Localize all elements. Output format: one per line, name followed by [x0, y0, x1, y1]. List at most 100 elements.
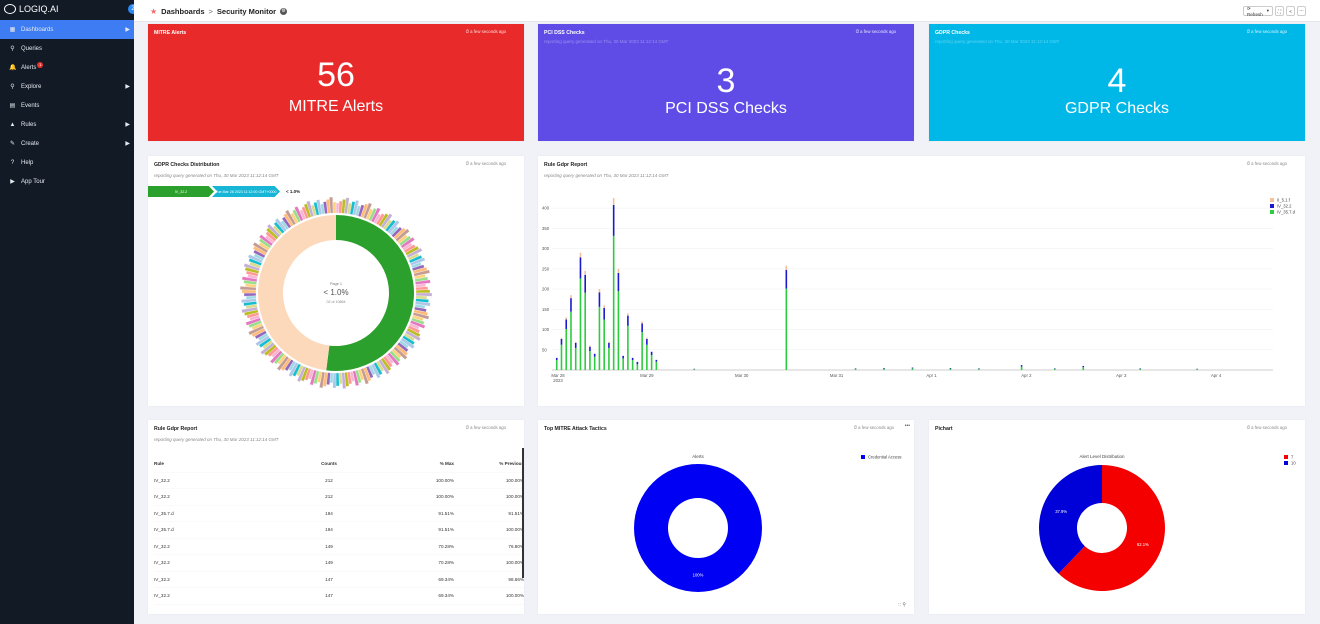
bar-segment-iv-35-7-d[interactable]: [555, 360, 558, 370]
bar-segment-iv-35-7-d[interactable]: [854, 368, 857, 370]
sunburst-outer-segment[interactable]: [335, 372, 340, 387]
bar-segment-iv-32-2[interactable]: [555, 357, 558, 361]
bar-segment-iv-35-7-d[interactable]: [570, 311, 572, 370]
legend-swatch[interactable]: [1284, 461, 1288, 465]
bar-segment-iv-32-2[interactable]: [565, 319, 568, 329]
sidebar-item-dashboards[interactable]: ▦ Dashboards ▶: [0, 20, 134, 39]
refresh-button[interactable]: ⟳ Refresh ▾: [1243, 6, 1273, 17]
bar-segment-ii-5-1-f[interactable]: [608, 341, 610, 343]
donut-chart-alert-level[interactable]: Alert Level Distribution 62.1% 37.9% 710: [929, 420, 1305, 614]
bar-segment-iv-35-7-d[interactable]: [612, 235, 615, 370]
bar-segment-iv-32-2[interactable]: [593, 353, 596, 357]
pie-slice[interactable]: [1039, 465, 1102, 574]
bar-segment-iv-32-2[interactable]: [589, 346, 591, 352]
logo[interactable]: LOGIQ.AI: [4, 4, 59, 14]
bar-segment-iv-32-2[interactable]: [911, 367, 914, 369]
bar-segment-iv-35-7-d[interactable]: [608, 347, 610, 370]
bar-segment-iv-35-7-d[interactable]: [617, 291, 620, 370]
bar-segment-iv-35-7-d[interactable]: [883, 368, 885, 370]
pie-slice[interactable]: [634, 464, 762, 592]
bar-segment-iv-35-7-d[interactable]: [631, 360, 634, 370]
bar-segment-ii-5-1-f[interactable]: [584, 270, 587, 275]
legend-label[interactable]: IV_32.2: [1277, 204, 1292, 209]
bar-segment-iv-35-7-d[interactable]: [560, 344, 563, 370]
bar-segment-ii-5-1-f[interactable]: [579, 252, 582, 258]
column-header[interactable]: Counts: [321, 461, 337, 467]
bar-segment-iv-32-2[interactable]: [579, 257, 582, 279]
share-button[interactable]: <: [1286, 6, 1295, 16]
bar-segment-iv-32-2[interactable]: [612, 204, 615, 236]
legend-swatch[interactable]: [1284, 455, 1288, 459]
bar-segment-iv-35-7-d[interactable]: [593, 356, 596, 370]
more-options-button[interactable]: ⋯: [1297, 6, 1306, 16]
bar-segment-ii-5-1-f[interactable]: [612, 198, 615, 205]
bar-segment-iv-32-2[interactable]: [655, 359, 658, 362]
bar-segment-iv-32-2[interactable]: [627, 315, 629, 326]
bar-segment-ii-5-1-f[interactable]: [574, 341, 577, 343]
column-header[interactable]: Rule: [154, 461, 164, 467]
sidebar-item-app-tour[interactable]: ▶ App Tour: [0, 172, 134, 191]
bar-segment-iv-32-2[interactable]: [650, 351, 653, 356]
bar-segment-iv-35-7-d[interactable]: [579, 278, 582, 370]
bar-segment-iv-35-7-d[interactable]: [949, 368, 952, 370]
sunburst-outer-segment[interactable]: [243, 292, 257, 297]
bar-segment-iv-35-7-d[interactable]: [785, 288, 788, 370]
bar-segment-iv-32-2[interactable]: [631, 357, 634, 361]
sunburst-outer-segment[interactable]: [335, 202, 340, 214]
sunburst-path-segment[interactable]: Tue Mar 28 2023 11:12:00 GMT+0000: [212, 186, 280, 197]
sidebar-item-events[interactable]: ▤ Events: [0, 96, 134, 115]
bar-segment-iv-32-2[interactable]: [584, 274, 587, 293]
column-header[interactable]: % Previous: [499, 461, 524, 467]
settings-gear-icon[interactable]: ⚙: [280, 8, 288, 15]
bar-segment-ii-5-1-f[interactable]: [570, 295, 572, 299]
bar-segment-iv-35-7-d[interactable]: [565, 328, 568, 370]
bar-segment-iv-35-7-d[interactable]: [636, 364, 639, 370]
bar-segment-iv-32-2[interactable]: [622, 355, 624, 359]
bar-segment-iv-32-2[interactable]: [560, 338, 563, 345]
bar-segment-iv-35-7-d[interactable]: [589, 351, 591, 370]
bar-segment-iv-35-7-d[interactable]: [650, 355, 653, 370]
bar-segment-iv-35-7-d[interactable]: [646, 344, 648, 370]
bar-segment-iv-35-7-d[interactable]: [1082, 367, 1085, 370]
bar-segment-ii-5-1-f[interactable]: [598, 289, 601, 293]
sunburst-segment-peach[interactable]: [258, 215, 336, 371]
bar-segment-iv-32-2[interactable]: [603, 307, 605, 320]
sidebar-item-queries[interactable]: ⚲ Queries: [0, 39, 134, 58]
bar-segment-ii-5-1-f[interactable]: [785, 265, 788, 270]
bar-segment-iv-35-7-d[interactable]: [584, 292, 587, 370]
sidebar-item-alerts[interactable]: 🔔 Alerts 1: [0, 58, 134, 77]
bar-segment-iv-35-7-d[interactable]: [574, 347, 577, 370]
bar-segment-iv-35-7-d[interactable]: [622, 358, 624, 370]
bar-segment-iv-35-7-d[interactable]: [641, 332, 643, 370]
breadcrumb-dashboards[interactable]: Dashboards: [161, 7, 205, 16]
legend-label[interactable]: Credential Access: [868, 455, 902, 460]
pie-slice[interactable]: [1058, 465, 1165, 591]
legend-swatch[interactable]: [1270, 204, 1274, 208]
bar-segment-iv-32-2[interactable]: [617, 272, 620, 292]
bar-segment-ii-5-1-f[interactable]: [627, 313, 629, 316]
bar-segment-ii-5-1-f[interactable]: [603, 305, 605, 308]
bar-segment-iv-32-2[interactable]: [641, 323, 643, 333]
chart-tools-icon[interactable]: :: ⚲: [898, 602, 906, 608]
donut-chart-alerts[interactable]: Alerts 100% Credential Access: [538, 420, 914, 614]
bar-segment-iv-32-2[interactable]: [1082, 365, 1085, 368]
sunburst-outer-segment[interactable]: [338, 372, 343, 385]
sunburst-path-segment[interactable]: IV_32.2: [148, 186, 214, 197]
bar-segment-iv-35-7-d[interactable]: [978, 368, 980, 370]
widget-menu-button[interactable]: •••: [904, 423, 910, 429]
bar-segment-iv-35-7-d[interactable]: [627, 325, 629, 370]
sidebar-item-rules[interactable]: ▲ Rules ▶: [0, 115, 134, 134]
bar-segment-iv-32-2[interactable]: [785, 269, 788, 289]
legend-label[interactable]: 10: [1291, 461, 1296, 466]
bar-segment-iv-32-2[interactable]: [636, 361, 639, 365]
sidebar-item-explore[interactable]: ⚲ Explore ▶: [0, 77, 134, 96]
bar-segment-iv-32-2[interactable]: [570, 298, 572, 312]
bar-segment-iv-35-7-d[interactable]: [693, 369, 696, 370]
bar-segment-iv-32-2[interactable]: [646, 338, 648, 345]
bar-segment-iv-35-7-d[interactable]: [1054, 368, 1056, 370]
bar-segment-iv-32-2[interactable]: [574, 342, 577, 348]
legend-swatch[interactable]: [1270, 210, 1274, 214]
legend-swatch[interactable]: [861, 455, 865, 459]
bar-segment-iv-32-2[interactable]: [949, 367, 952, 369]
